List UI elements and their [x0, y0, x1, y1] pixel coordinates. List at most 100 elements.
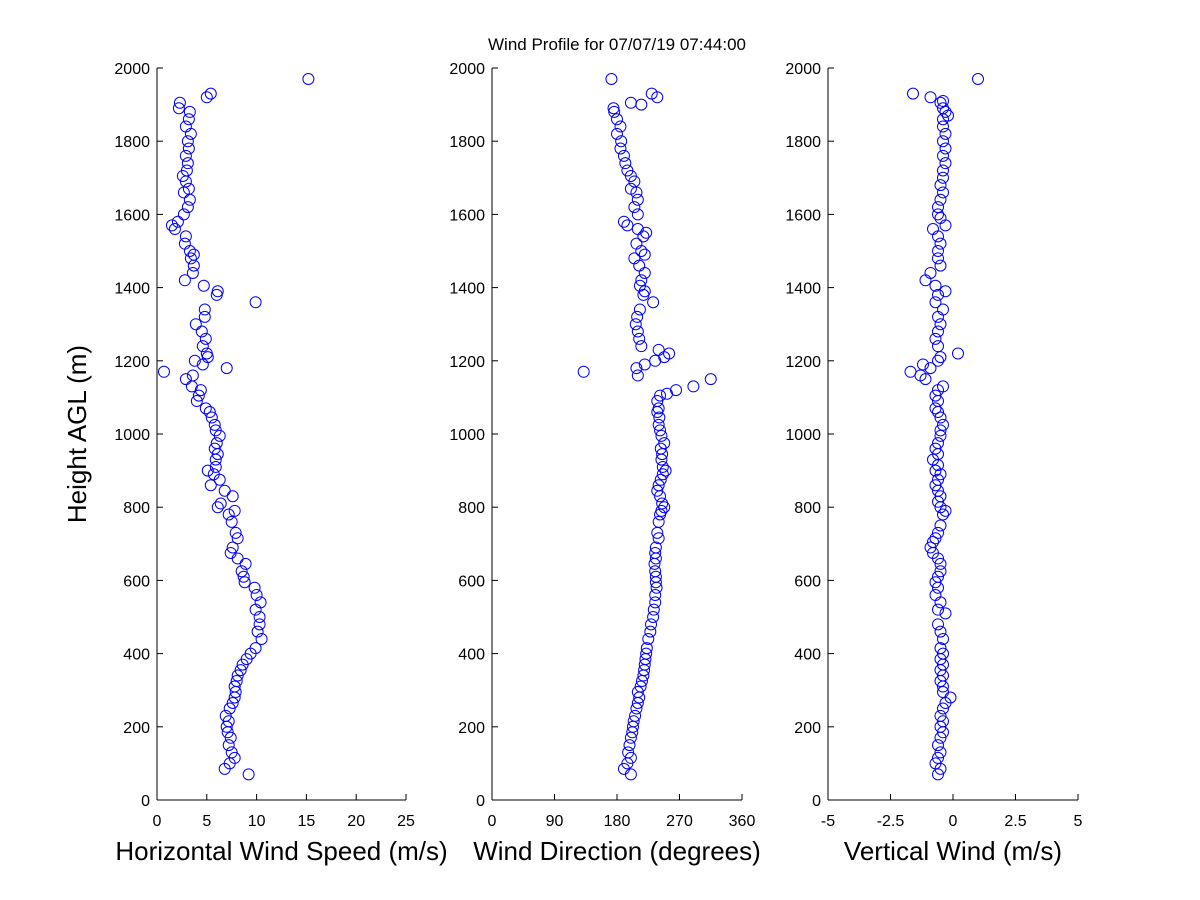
data-point-speed	[178, 274, 191, 287]
data-point-vertical	[937, 186, 949, 199]
data-point-vertical	[929, 279, 942, 292]
data-point-direction	[652, 479, 665, 492]
data-point-vertical	[929, 442, 942, 455]
data-point-speed	[201, 464, 214, 477]
data-point-vertical	[937, 702, 949, 715]
data-point-speed	[249, 296, 262, 309]
data-point-direction	[655, 504, 668, 517]
data-point-direction	[622, 746, 635, 759]
data-point-vertical	[907, 87, 919, 100]
data-point-vertical	[934, 709, 947, 722]
y-tick-label-vertical: 400	[794, 647, 821, 664]
data-point-direction	[645, 87, 658, 100]
data-point-vertical	[937, 171, 949, 184]
points-vertical	[904, 72, 984, 781]
data-point-direction	[649, 570, 662, 583]
data-point-direction	[621, 164, 634, 177]
data-point-vertical	[932, 208, 944, 221]
data-point-direction	[649, 596, 662, 609]
data-point-vertical	[934, 565, 947, 578]
x-tick-label-vertical: 0	[949, 813, 958, 830]
data-point-vertical	[932, 201, 944, 214]
data-point-speed	[237, 570, 250, 583]
y-tick-label-direction: 0	[476, 793, 485, 810]
data-point-speed	[208, 442, 221, 455]
data-point-vertical	[939, 157, 952, 170]
data-point-speed	[196, 340, 209, 353]
data-point-vertical	[929, 576, 942, 589]
data-point-speed	[192, 389, 205, 402]
data-point-direction	[649, 541, 662, 554]
y-tick-label-direction: 600	[458, 573, 485, 590]
data-point-direction	[631, 310, 644, 323]
data-point-speed	[165, 219, 178, 232]
data-point-speed	[234, 664, 247, 677]
data-point-direction	[621, 219, 634, 232]
data-point-direction	[638, 248, 651, 261]
x-tick-label-speed: 10	[248, 813, 266, 830]
data-point-vertical	[937, 102, 949, 115]
data-point-direction	[624, 751, 637, 764]
data-point-vertical	[924, 266, 937, 279]
data-point-speed	[226, 697, 239, 710]
data-point-direction	[635, 274, 648, 287]
data-point-direction	[630, 237, 643, 250]
data-point-speed	[180, 164, 193, 177]
data-point-speed	[249, 642, 262, 655]
x-tick-label-speed: 0	[153, 813, 162, 830]
data-point-speed	[199, 332, 212, 345]
data-point-direction	[631, 223, 644, 236]
x-axis-label-direction: Wind Direction (degrees)	[473, 836, 761, 866]
data-point-speed	[209, 424, 222, 437]
data-point-vertical	[934, 642, 947, 655]
data-point-speed	[181, 135, 194, 148]
points-speed	[157, 72, 315, 781]
data-point-speed	[183, 105, 196, 118]
data-point-direction	[704, 373, 717, 386]
data-point-vertical	[929, 479, 942, 492]
panel-direction: 0 200 400 600 800 1000 1200 1400 1600 1800 2000 0 90…	[449, 61, 760, 866]
data-point-speed	[179, 120, 192, 133]
data-point-vertical	[937, 686, 949, 699]
data-point-speed	[222, 508, 235, 521]
data-point-direction	[631, 208, 644, 221]
x-axis-label-vertical: Vertical Wind (m/s)	[844, 836, 1062, 866]
data-point-vertical	[934, 259, 947, 272]
data-point-speed	[179, 373, 192, 386]
data-point-speed	[198, 310, 211, 323]
data-point-speed	[171, 215, 184, 228]
data-point-direction	[611, 113, 623, 126]
data-point-speed	[178, 237, 191, 250]
y-tick-label-speed: 200	[123, 720, 150, 737]
data-point-direction	[658, 437, 671, 450]
data-point-vertical	[929, 757, 942, 770]
data-point-vertical	[937, 508, 949, 521]
data-point-vertical	[972, 72, 984, 85]
data-point-direction	[614, 142, 627, 155]
data-point-vertical	[932, 739, 944, 752]
data-point-speed	[242, 768, 255, 781]
x-tick-label-direction: 270	[666, 813, 693, 830]
data-point-direction	[642, 632, 655, 645]
x-tick-label-vertical: -2.5	[877, 813, 905, 830]
y-tick-label-vertical: 1600	[785, 207, 821, 224]
data-point-direction	[640, 647, 653, 660]
data-point-direction	[654, 473, 667, 486]
data-point-speed	[225, 515, 238, 528]
data-point-direction	[611, 127, 623, 140]
data-point-speed	[220, 362, 233, 375]
data-point-vertical	[937, 135, 949, 148]
data-point-speed	[231, 532, 244, 545]
data-point-direction	[649, 565, 662, 578]
data-point-direction	[649, 546, 662, 559]
data-point-direction	[651, 395, 664, 408]
data-point-speed	[203, 406, 216, 419]
y-tick-label-speed: 1800	[114, 134, 150, 151]
y-tick-label-vertical: 200	[794, 720, 821, 737]
x-tick-label-vertical: -5	[821, 813, 835, 830]
data-point-speed	[181, 201, 194, 214]
data-point-direction	[638, 358, 651, 371]
data-point-vertical	[937, 120, 949, 133]
y-tick-label-vertical: 1800	[785, 134, 821, 151]
